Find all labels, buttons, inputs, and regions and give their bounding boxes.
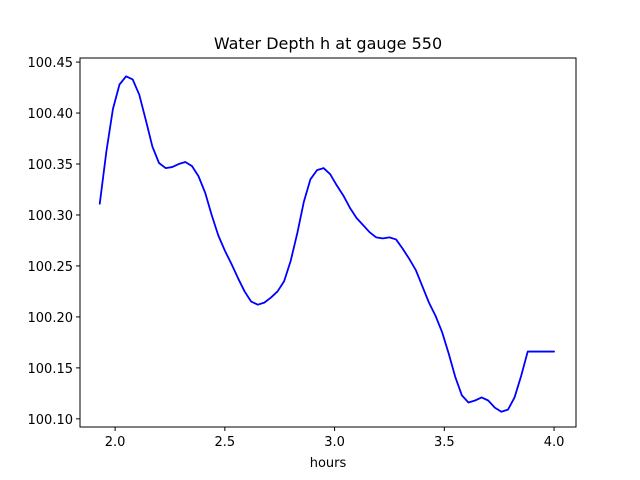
x-tick-label: 2.5 [215,435,236,450]
x-axis-ticks: 2.0 2.5 3.0 3.5 4.0 [105,427,565,450]
y-tick-label: 100.35 [28,158,74,173]
y-tick-label: 100.10 [28,413,74,428]
series-layer [98,75,555,413]
y-axis-ticks: 100.10 100.15 100.20 100.25 100.30 100.35 100.… [28,56,80,428]
y-tick-label: 100.15 [28,362,74,377]
x-tick-label: 3.5 [434,435,455,450]
plot-frame [79,57,577,428]
x-tick-label: 3.0 [324,435,345,450]
x-tick-label: 2.0 [105,435,126,450]
y-tick-label: 100.30 [28,209,74,224]
data-series-line [98,75,555,413]
y-tick-label: 100.40 [28,107,74,122]
y-tick-label: 100.20 [28,311,74,326]
x-tick-label: 4.0 [544,435,565,450]
chart-title: Water Depth h at gauge 550 [214,34,442,53]
y-tick-label: 100.45 [28,56,74,71]
x-axis-label: hours [310,456,347,471]
plot-area [80,58,576,427]
y-tick-label: 100.25 [28,260,74,275]
